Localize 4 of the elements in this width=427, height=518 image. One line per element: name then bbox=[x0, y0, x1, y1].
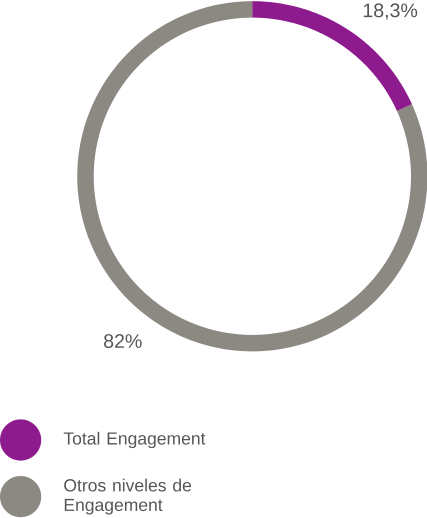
legend-label: Total Engagement bbox=[64, 432, 206, 448]
legend-label: Otros niveles de Engagement bbox=[64, 478, 191, 515]
data-label: 18,3% bbox=[364, 3, 417, 20]
data-label: 82% bbox=[104, 334, 142, 348]
